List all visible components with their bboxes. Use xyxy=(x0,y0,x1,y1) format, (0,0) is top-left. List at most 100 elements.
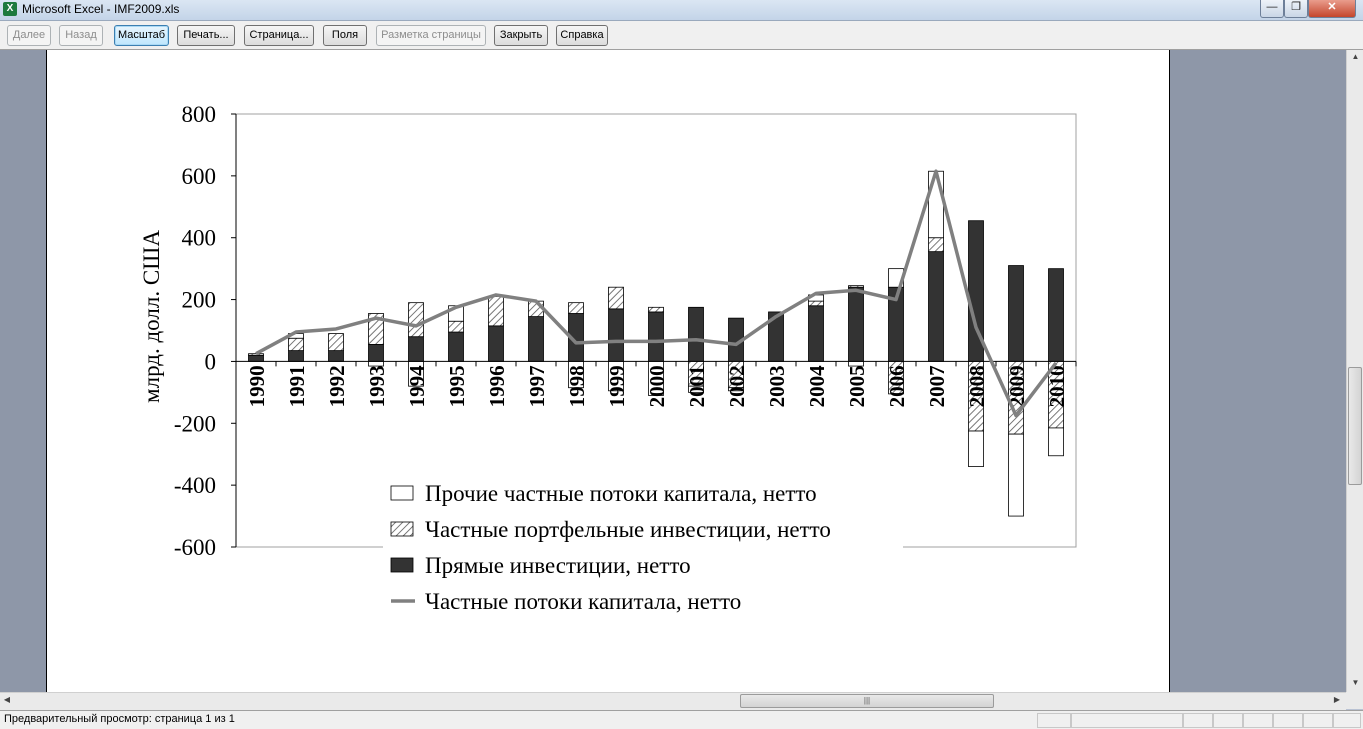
bar-segment xyxy=(1048,268,1064,362)
legend-box xyxy=(383,477,903,621)
bar-segment xyxy=(848,285,864,288)
status-panel xyxy=(1273,713,1303,728)
bar-segment xyxy=(488,325,504,362)
horizontal-scrollbar[interactable]: ◀ ||| ▶ xyxy=(0,692,1346,710)
bar-segment xyxy=(368,344,384,362)
bar-segment xyxy=(728,387,744,392)
y-tick-label: 400 xyxy=(182,226,217,251)
y-tick-label: -200 xyxy=(174,411,216,436)
status-bar: Предварительный просмотр: страница 1 из … xyxy=(0,710,1363,729)
status-text: Предварительный просмотр: страница 1 из … xyxy=(4,713,235,725)
y-tick-label: 0 xyxy=(205,349,217,374)
bar-segment xyxy=(1008,433,1024,517)
previous-page-button[interactable]: Назад xyxy=(59,25,103,46)
print-preview-toolbar: Далее Назад Масштаб Печать... Страница..… xyxy=(0,21,1363,50)
scroll-down-arrow-icon[interactable]: ▼ xyxy=(1351,678,1360,687)
bar-segment xyxy=(328,333,344,352)
legend-label: Частные потоки капитала, нетто xyxy=(425,589,741,614)
bar-segment xyxy=(648,311,664,362)
bar-segment xyxy=(968,430,984,467)
bar-segment xyxy=(608,286,624,310)
x-tick-label: 2007 xyxy=(925,365,949,407)
bar-segment xyxy=(928,237,944,253)
preview-page: 800 600 400 200 0 -200 -400 -600 млрд. долл. США… xyxy=(46,50,1170,692)
bar-segment xyxy=(928,251,944,362)
x-tick-label: 1997 xyxy=(525,365,549,407)
y-tick-label: 600 xyxy=(182,164,217,189)
x-tick-label: 2008 xyxy=(965,365,989,407)
legend-label: Прямые инвестиции, нетто xyxy=(425,553,691,578)
page-break-preview-button[interactable]: Разметка страницы xyxy=(376,25,486,46)
x-tick-label: 2001 xyxy=(685,365,709,407)
x-tick-label: 1992 xyxy=(325,365,349,407)
vertical-scroll-thumb[interactable] xyxy=(1348,367,1362,485)
scroll-right-arrow-icon[interactable]: ▶ xyxy=(1333,695,1341,704)
bar-segment xyxy=(448,331,464,362)
bar-segment xyxy=(648,306,664,313)
x-tick-label: 1990 xyxy=(245,365,269,407)
legend-swatch xyxy=(390,485,414,501)
bar-segment xyxy=(368,313,384,345)
margins-button[interactable]: Поля xyxy=(323,25,367,46)
legend-label: Частные портфельные инвестиции, нетто xyxy=(425,517,831,542)
bar-segment xyxy=(1048,427,1064,457)
x-tick-label: 1996 xyxy=(485,365,509,407)
y-axis-label: млрд. долл. США xyxy=(139,230,164,403)
bar-segment xyxy=(408,336,424,362)
status-panel xyxy=(1183,713,1213,728)
x-tick-label: 2006 xyxy=(885,365,909,407)
page-setup-button[interactable]: Страница... xyxy=(244,25,314,46)
bar-segment xyxy=(408,302,424,338)
y-tick-label: -400 xyxy=(174,473,216,498)
bar-segment xyxy=(528,316,544,362)
horizontal-scroll-thumb[interactable]: ||| xyxy=(740,694,994,708)
status-panel xyxy=(1303,713,1333,728)
bar-segment xyxy=(848,361,864,367)
x-tick-label: 2004 xyxy=(805,365,829,408)
bar-segment xyxy=(608,308,624,362)
close-window-button[interactable]: ✕ xyxy=(1308,0,1356,18)
scroll-up-arrow-icon[interactable]: ▲ xyxy=(1351,52,1360,61)
x-tick-label: 2003 xyxy=(765,365,789,407)
next-page-button[interactable]: Далее xyxy=(7,25,51,46)
bar-segment xyxy=(928,170,944,239)
y-tick-label: 200 xyxy=(182,288,217,313)
bar-segment xyxy=(288,337,304,352)
bar-segment xyxy=(288,350,304,362)
preview-area: 800 600 400 200 0 -200 -400 -600 млрд. долл. США… xyxy=(0,50,1346,692)
bar-segment xyxy=(1008,265,1024,362)
bar-segment xyxy=(568,302,584,314)
bar-segment xyxy=(688,306,704,362)
series-line xyxy=(255,169,1058,418)
bar-segment xyxy=(448,320,464,333)
status-panel xyxy=(1333,713,1361,728)
status-panel xyxy=(1071,713,1183,728)
bar-segment xyxy=(808,305,824,362)
vertical-scrollbar[interactable]: ▲ ▼ xyxy=(1346,50,1363,692)
bar-segment xyxy=(848,286,864,362)
status-panel xyxy=(1037,713,1071,728)
bar-segment xyxy=(688,385,704,393)
window-title: Microsoft Excel - IMF2009.xls xyxy=(22,2,180,16)
maximize-button[interactable]: ❐ xyxy=(1284,0,1308,18)
minimize-button[interactable]: — xyxy=(1260,0,1284,18)
x-tick-label: 1998 xyxy=(565,365,589,407)
zoom-button[interactable]: Масштаб xyxy=(114,25,169,46)
legend-swatch xyxy=(390,557,414,573)
scroll-left-arrow-icon[interactable]: ◀ xyxy=(3,695,11,704)
title-bar: X Microsoft Excel - IMF2009.xls — ❐ ✕ xyxy=(0,0,1363,21)
x-tick-label: 1995 xyxy=(445,365,469,407)
bar-segment xyxy=(808,300,824,307)
help-button[interactable]: Справка xyxy=(556,25,608,46)
x-tick-label: 1994 xyxy=(405,365,429,408)
status-panel xyxy=(1213,713,1243,728)
bar-segment xyxy=(488,296,504,327)
status-panel xyxy=(1243,713,1273,728)
x-tick-label: 1991 xyxy=(285,365,309,407)
close-preview-button[interactable]: Закрыть xyxy=(494,25,548,46)
print-button[interactable]: Печать... xyxy=(177,25,235,46)
x-tick-label: 2000 xyxy=(645,365,669,407)
bar-segment xyxy=(248,353,264,356)
bar-segment xyxy=(368,361,384,367)
bar-segment xyxy=(328,350,344,362)
